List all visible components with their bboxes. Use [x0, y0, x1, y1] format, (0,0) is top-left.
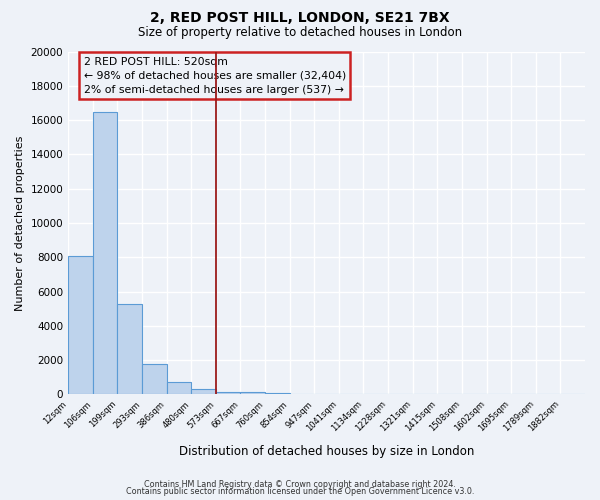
Bar — [191, 390, 216, 394]
Bar — [142, 364, 167, 394]
X-axis label: Distribution of detached houses by size in London: Distribution of detached houses by size … — [179, 444, 474, 458]
Text: Contains public sector information licensed under the Open Government Licence v3: Contains public sector information licen… — [126, 488, 474, 496]
Bar — [241, 392, 265, 394]
Y-axis label: Number of detached properties: Number of detached properties — [15, 136, 25, 310]
Bar — [118, 304, 142, 394]
Bar — [265, 393, 290, 394]
Bar — [93, 112, 118, 395]
Text: Size of property relative to detached houses in London: Size of property relative to detached ho… — [138, 26, 462, 39]
Text: Contains HM Land Registry data © Crown copyright and database right 2024.: Contains HM Land Registry data © Crown c… — [144, 480, 456, 489]
Bar — [68, 256, 93, 394]
Bar — [216, 392, 241, 394]
Text: 2, RED POST HILL, LONDON, SE21 7BX: 2, RED POST HILL, LONDON, SE21 7BX — [150, 11, 450, 25]
Bar — [167, 382, 191, 394]
Text: 2 RED POST HILL: 520sqm
← 98% of detached houses are smaller (32,404)
2% of semi: 2 RED POST HILL: 520sqm ← 98% of detache… — [83, 56, 346, 94]
